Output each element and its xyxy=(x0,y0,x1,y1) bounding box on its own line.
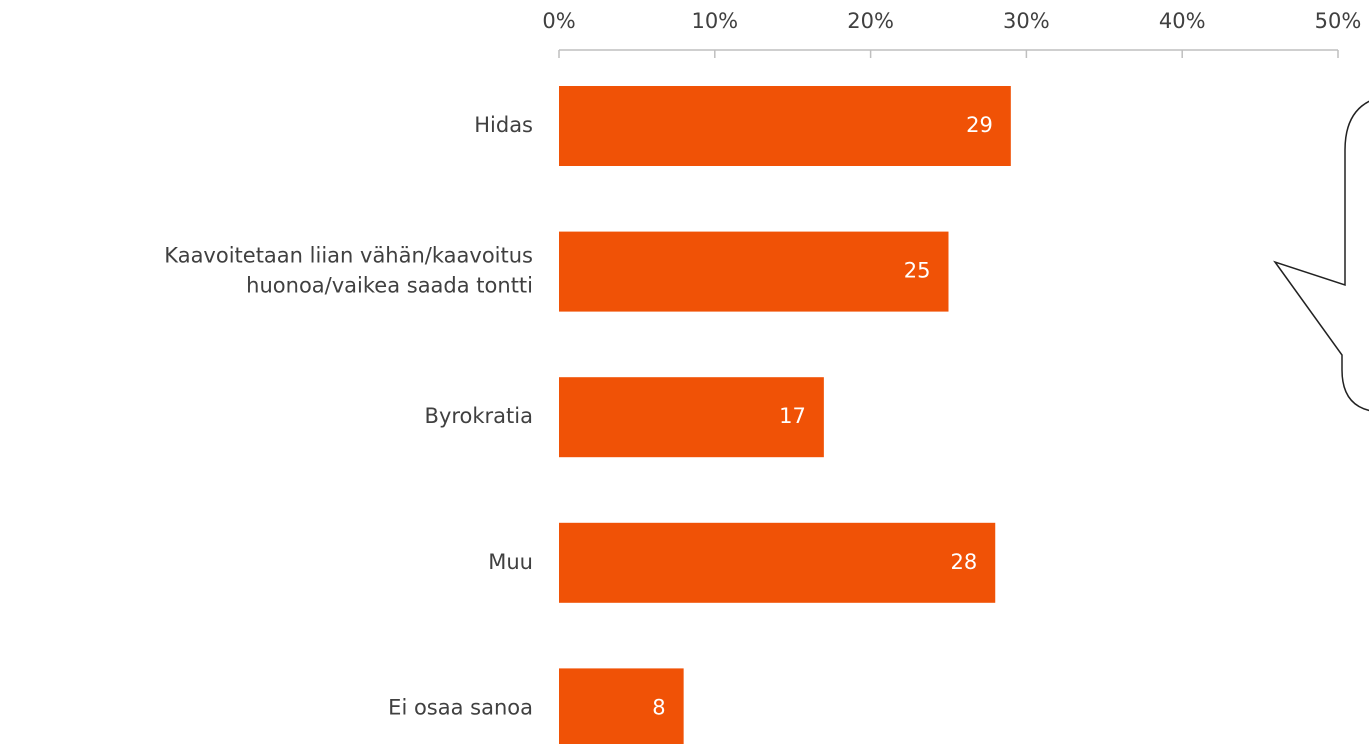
x-tick-label: 10% xyxy=(691,9,738,33)
value-label: 8 xyxy=(652,695,665,719)
bar xyxy=(559,86,1011,166)
x-tick-label: 50% xyxy=(1315,9,1362,33)
y-tick-label: Kaavoitetaan liian vähän/kaavoitus huonoa… xyxy=(164,244,533,298)
y-tick-label: Byrokratia xyxy=(425,404,533,428)
bar xyxy=(559,231,949,312)
x-tick-label: 20% xyxy=(847,9,894,33)
bar xyxy=(559,668,684,744)
x-tick-label: 0% xyxy=(542,9,575,33)
x-tick-label: 30% xyxy=(1003,9,1050,33)
value-label: 25 xyxy=(904,259,931,283)
value-label: 17 xyxy=(779,404,806,428)
speech-bubble xyxy=(1273,100,1369,412)
y-tick-label: Hidas xyxy=(474,113,533,137)
value-label: 28 xyxy=(951,550,978,574)
bar xyxy=(559,377,824,458)
x-tick-label: 40% xyxy=(1159,9,1206,33)
y-tick-label: Muu xyxy=(488,550,533,574)
value-label: 29 xyxy=(966,113,993,137)
y-tick-label: Ei osaa sanoa xyxy=(388,695,533,719)
bar xyxy=(559,522,996,603)
